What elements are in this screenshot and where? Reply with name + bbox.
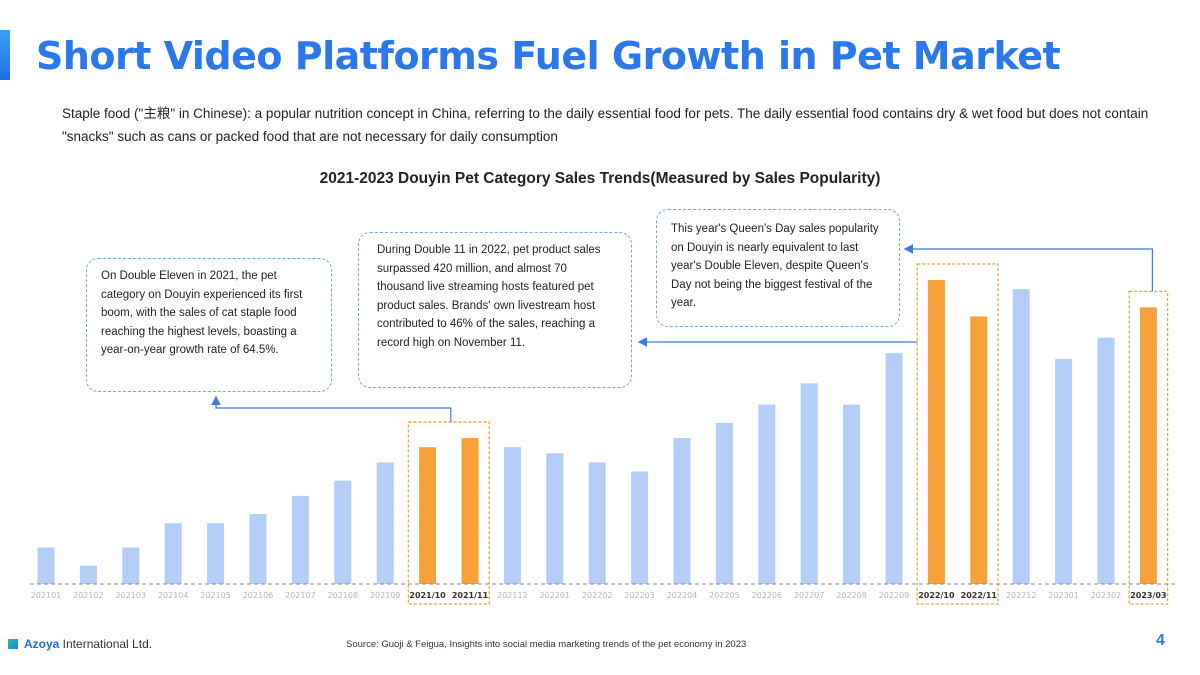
x-tick-202207: 202207 xyxy=(794,591,825,600)
bar-202208 xyxy=(843,404,861,584)
highlight-boxes xyxy=(407,263,1169,605)
x-tick-202105: 202105 xyxy=(200,591,231,600)
x-tick-202112: 202112 xyxy=(497,591,528,600)
x-tick-202212: 202212 xyxy=(1006,591,1037,600)
x-tick-202107: 202107 xyxy=(285,591,316,600)
bar-202112 xyxy=(503,447,521,584)
x-tick-202203: 202203 xyxy=(624,591,655,600)
bar-202207 xyxy=(800,383,818,584)
x-tick-2021-10: 2021/10 xyxy=(409,591,446,600)
chart-title: 2021-2023 Douyin Pet Category Sales Tren… xyxy=(319,170,881,187)
x-tick-2023-03: 2023/03 xyxy=(1130,591,1166,600)
x-tick-202302: 202302 xyxy=(1091,591,1122,600)
arrow-2023-queens-day xyxy=(903,244,1153,292)
callout-arrows xyxy=(211,244,1153,423)
x-tick-2021-11: 2021/11 xyxy=(452,591,489,600)
bar-202212 xyxy=(1012,289,1030,584)
arrow-2021-double-eleven xyxy=(211,395,452,423)
bar-202103 xyxy=(122,547,140,584)
x-tick-202209: 202209 xyxy=(879,591,910,600)
x-tick-202301: 202301 xyxy=(1048,591,1079,600)
bar-202209 xyxy=(885,352,903,584)
source-note: Source: Guoji & Feigua, Insights into so… xyxy=(346,639,747,650)
logo-company: International Ltd. xyxy=(59,637,153,651)
bar-202104 xyxy=(164,523,182,584)
bar-202204 xyxy=(673,438,691,584)
bar-2021-11 xyxy=(461,438,479,584)
x-tick-202106: 202106 xyxy=(243,591,274,600)
bar-202109 xyxy=(376,462,394,584)
logo-icon xyxy=(8,639,18,649)
staple-food-description: Staple food ("主粮" in Chinese): a popular… xyxy=(62,106,1149,144)
bar-2021-10 xyxy=(419,447,437,584)
logo-brand: Azoya xyxy=(24,637,60,651)
x-tick-202102: 202102 xyxy=(73,591,104,600)
page-number: 4 xyxy=(1156,632,1165,649)
x-tick-202108: 202108 xyxy=(328,591,359,600)
x-tick-202204: 202204 xyxy=(667,591,698,600)
x-tick-202101: 202101 xyxy=(31,591,62,600)
title-accent-bar xyxy=(0,30,10,80)
x-tick-202208: 202208 xyxy=(836,591,867,600)
company-logo: Azoya International Ltd. xyxy=(8,637,152,651)
x-tick-2022-11: 2022/11 xyxy=(961,591,998,600)
bar-202108 xyxy=(334,480,352,584)
bar-202106 xyxy=(249,514,267,584)
x-tick-202205: 202205 xyxy=(709,591,740,600)
page-title: Short Video Platforms Fuel Growth in Pet… xyxy=(36,34,1061,78)
callout-double-eleven-2021: On Double Eleven in 2021, the pet catego… xyxy=(86,258,332,392)
bar-202205 xyxy=(715,422,733,584)
bar-202206 xyxy=(758,404,776,584)
bar-202102 xyxy=(79,565,97,584)
x-tick-202206: 202206 xyxy=(752,591,783,600)
highlight-box-2 xyxy=(916,263,999,605)
bar-2023-03 xyxy=(1139,307,1157,584)
x-tick-202109: 202109 xyxy=(370,591,401,600)
x-tick-labels: 202101 202102 202103 202104 202105 202106 2021… xyxy=(31,591,1167,600)
bar-202201 xyxy=(546,453,564,584)
bar-202101 xyxy=(37,547,55,584)
bar-202301 xyxy=(1055,359,1073,584)
bar-202302 xyxy=(1097,337,1115,584)
callout-queens-day-2023: This year's Queen's Day sales popularity… xyxy=(656,209,900,327)
highlight-box-1 xyxy=(407,421,490,605)
bar-202107 xyxy=(291,495,309,584)
bar-2022-11 xyxy=(970,316,988,584)
bars xyxy=(37,280,1157,584)
bar-2022-10 xyxy=(927,280,945,584)
x-tick-202104: 202104 xyxy=(158,591,189,600)
x-tick-202103: 202103 xyxy=(116,591,147,600)
bar-202202 xyxy=(588,462,606,584)
bar-202105 xyxy=(207,523,225,584)
highlight-box-3 xyxy=(1128,290,1169,605)
bar-202203 xyxy=(631,471,649,584)
x-tick-202202: 202202 xyxy=(582,591,613,600)
x-tick-202201: 202201 xyxy=(540,591,571,600)
x-tick-2022-10: 2022/10 xyxy=(918,591,955,600)
callout-double-eleven-2022: During Double 11 in 2022, pet product sa… xyxy=(358,232,632,388)
